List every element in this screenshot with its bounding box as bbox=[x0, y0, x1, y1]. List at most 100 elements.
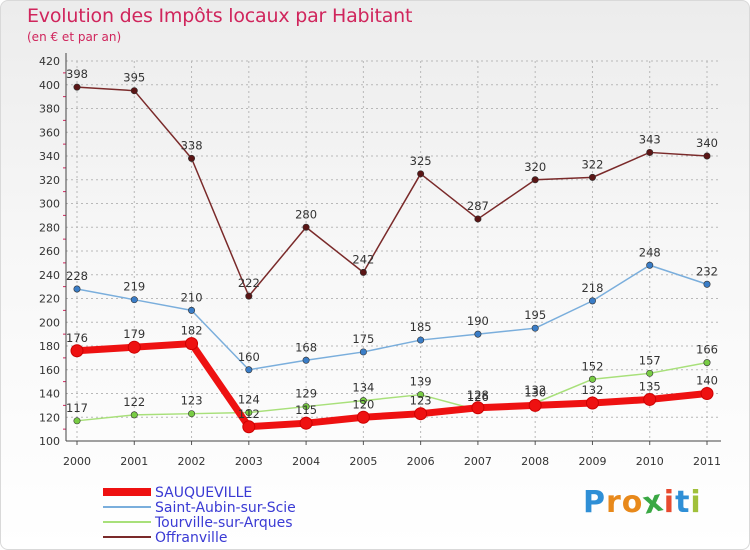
data-point bbox=[703, 359, 711, 367]
data-label: 115 bbox=[295, 403, 317, 417]
data-label: 152 bbox=[581, 359, 603, 373]
data-point bbox=[531, 176, 539, 184]
data-point bbox=[359, 348, 367, 356]
data-label: 248 bbox=[639, 245, 661, 259]
data-point bbox=[245, 408, 253, 416]
data-label: 232 bbox=[696, 264, 718, 278]
data-point bbox=[356, 410, 370, 424]
data-point bbox=[646, 369, 654, 377]
data-label: 166 bbox=[696, 343, 718, 357]
y-tick-label: 380 bbox=[39, 103, 60, 116]
data-label: 182 bbox=[181, 324, 203, 338]
data-point bbox=[73, 417, 81, 425]
proxiti-logo: Proxiti bbox=[583, 483, 702, 521]
data-label: 128 bbox=[467, 388, 489, 402]
data-point bbox=[188, 154, 196, 162]
data-point bbox=[700, 387, 714, 400]
data-point bbox=[474, 330, 482, 338]
data-point bbox=[188, 306, 196, 314]
data-point bbox=[130, 296, 138, 304]
data-label: 176 bbox=[66, 331, 88, 345]
legend-item: Offranville bbox=[103, 530, 227, 546]
legend-item: Tourville-sur-Arques bbox=[103, 515, 293, 531]
data-label: 195 bbox=[524, 308, 546, 322]
series-saint-aubin-sur-scie bbox=[73, 261, 711, 374]
y-tick-label: 120 bbox=[39, 411, 60, 424]
y-tick-label: 240 bbox=[39, 269, 60, 282]
data-label: 219 bbox=[123, 280, 145, 294]
x-tick-label: 2009 bbox=[578, 455, 606, 468]
x-tick-label: 2002 bbox=[178, 455, 206, 468]
data-label: 132 bbox=[581, 383, 603, 397]
logo-letter: i bbox=[663, 485, 676, 520]
data-point bbox=[130, 411, 138, 419]
legend-label: Saint-Aubin-sur-Scie bbox=[155, 500, 296, 516]
legend-item: SAUQUEVILLE bbox=[103, 485, 252, 501]
logo-letter: r bbox=[606, 485, 622, 520]
data-point bbox=[302, 223, 310, 231]
data-point bbox=[703, 280, 711, 288]
data-label: 117 bbox=[66, 401, 88, 415]
data-label: 287 bbox=[467, 199, 489, 213]
chart-title: Evolution des Impôts locaux par Habitant bbox=[27, 5, 413, 27]
data-point bbox=[70, 344, 84, 358]
legend-label: Tourville-sur-Arques bbox=[154, 515, 293, 531]
y-tick-label: 400 bbox=[39, 79, 60, 92]
y-tick-label: 340 bbox=[39, 150, 60, 163]
data-point bbox=[588, 297, 596, 305]
data-point bbox=[588, 375, 596, 383]
data-label: 398 bbox=[66, 67, 88, 81]
data-point bbox=[531, 324, 539, 332]
y-tick-label: 300 bbox=[39, 198, 60, 211]
data-point bbox=[646, 148, 654, 156]
data-label: 123 bbox=[181, 394, 203, 408]
data-label: 338 bbox=[181, 138, 203, 152]
data-label: 132 bbox=[524, 383, 546, 397]
x-tick-label: 2007 bbox=[464, 455, 492, 468]
legend-item: Saint-Aubin-sur-Scie bbox=[103, 500, 296, 516]
data-label: 112 bbox=[238, 407, 260, 421]
x-tick-label: 2011 bbox=[693, 455, 721, 468]
data-point bbox=[73, 83, 81, 91]
y-tick-label: 220 bbox=[39, 293, 60, 306]
data-label: 134 bbox=[352, 381, 374, 395]
chart-subtitle: (en € et par an) bbox=[27, 30, 122, 44]
data-label: 168 bbox=[295, 340, 317, 354]
data-point bbox=[245, 292, 253, 300]
data-point bbox=[130, 87, 138, 95]
data-label: 218 bbox=[581, 281, 603, 295]
data-label: 210 bbox=[181, 290, 203, 304]
data-label: 242 bbox=[352, 252, 374, 266]
logo-letter: t bbox=[675, 485, 691, 520]
x-tick-label: 2003 bbox=[235, 455, 263, 468]
data-point bbox=[417, 170, 425, 178]
data-label: 120 bbox=[352, 397, 374, 411]
y-tick-label: 360 bbox=[39, 126, 60, 139]
data-label: 320 bbox=[524, 160, 546, 174]
data-point bbox=[359, 397, 367, 405]
data-label: 139 bbox=[410, 375, 432, 389]
logo-letter: i bbox=[690, 485, 702, 520]
data-point bbox=[302, 403, 310, 411]
series-line-saint-aubin-sur-scie bbox=[76, 264, 708, 371]
data-point bbox=[188, 410, 196, 418]
grid-layer bbox=[66, 60, 721, 442]
x-tick-label: 2004 bbox=[292, 455, 320, 468]
data-point bbox=[242, 420, 256, 434]
x-tick-label: 2006 bbox=[407, 455, 435, 468]
data-point bbox=[474, 215, 482, 223]
data-point bbox=[417, 391, 425, 399]
data-point bbox=[127, 340, 141, 354]
x-tick-label: 2005 bbox=[349, 455, 377, 468]
series-line-tourville-sur-arques bbox=[76, 361, 708, 422]
data-point bbox=[299, 416, 313, 430]
series-line-offranville bbox=[76, 86, 708, 297]
legend-label: SAUQUEVILLE bbox=[155, 485, 252, 501]
y-tick-label: 420 bbox=[39, 55, 60, 68]
data-label: 185 bbox=[410, 320, 432, 334]
data-point bbox=[643, 392, 657, 406]
data-point bbox=[245, 366, 253, 374]
